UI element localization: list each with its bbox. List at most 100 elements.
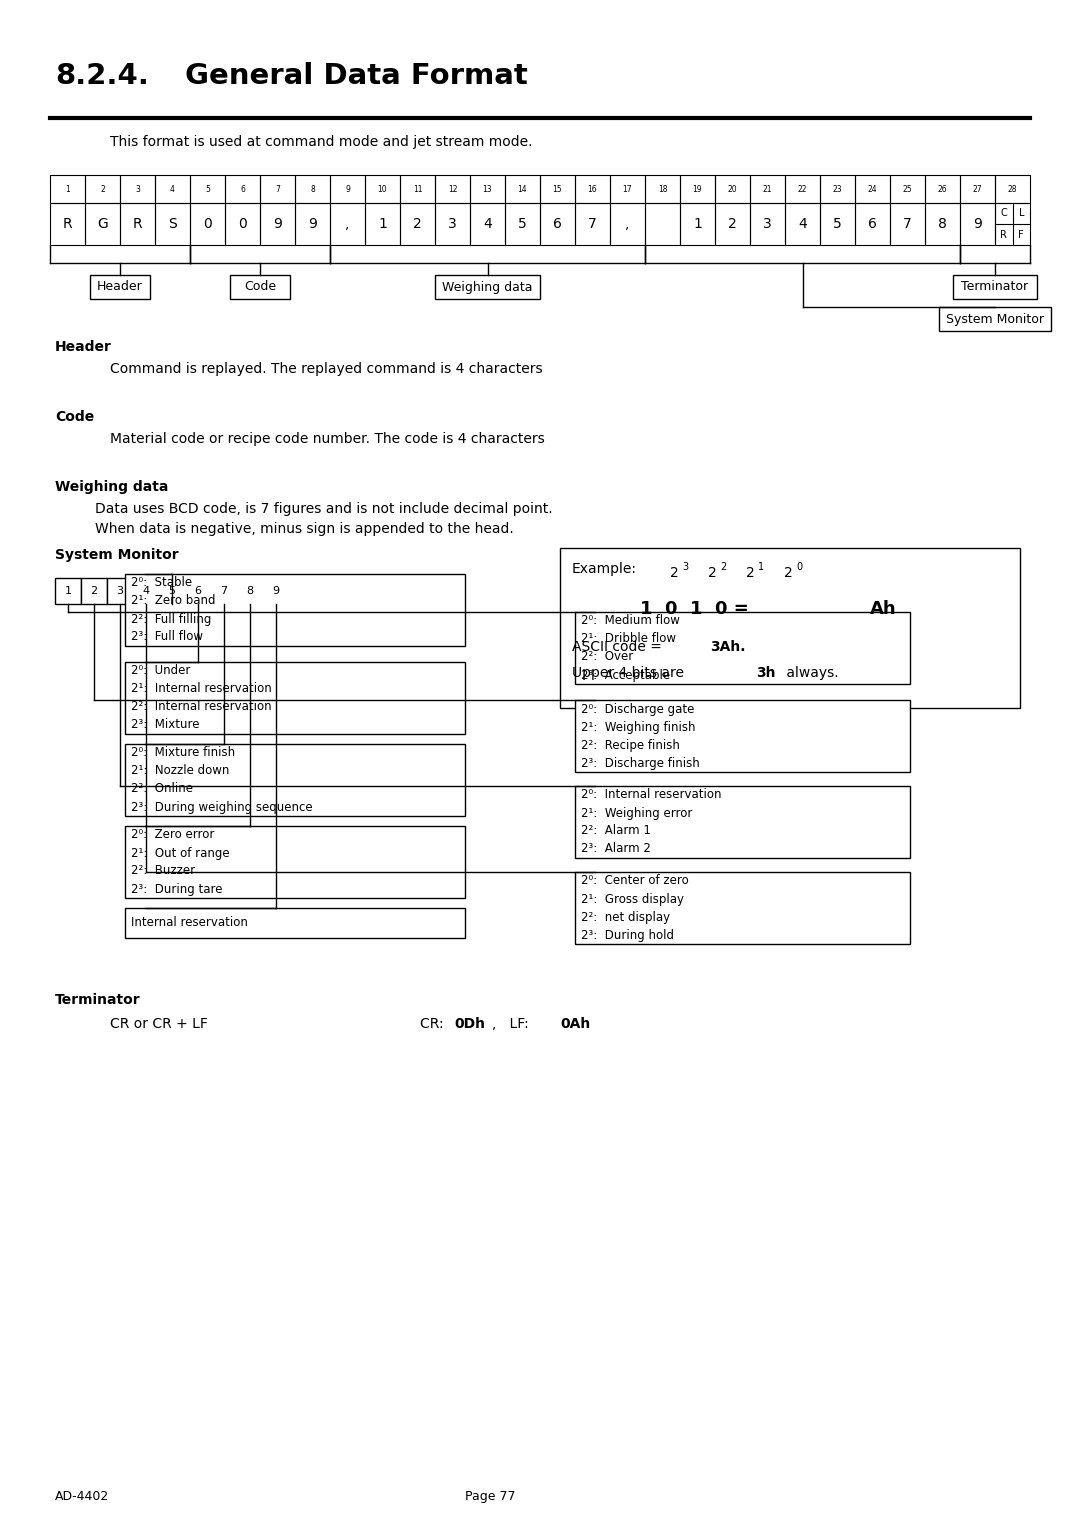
- Text: 3Ah.: 3Ah.: [710, 640, 745, 654]
- Text: 3: 3: [448, 217, 457, 231]
- Bar: [185, 578, 211, 604]
- Text: Page 77: Page 77: [464, 1490, 515, 1504]
- Text: 13: 13: [483, 185, 492, 194]
- Text: 4: 4: [143, 587, 149, 596]
- Bar: [85, 203, 120, 244]
- Text: 2⁰:  Center of zero: 2⁰: Center of zero: [581, 874, 689, 888]
- Text: 2¹:  Nozzle down: 2¹: Nozzle down: [131, 764, 229, 778]
- Text: S: S: [168, 217, 177, 231]
- Text: 0: 0: [203, 217, 212, 231]
- Bar: [610, 176, 645, 203]
- Text: 18: 18: [658, 185, 667, 194]
- Text: C: C: [1000, 208, 1008, 219]
- Text: 2¹:  Internal reservation: 2¹: Internal reservation: [131, 683, 272, 695]
- Bar: [470, 203, 505, 244]
- Text: ,: ,: [346, 217, 350, 231]
- Bar: [156, 203, 190, 244]
- Bar: [295, 203, 330, 244]
- Bar: [924, 203, 960, 244]
- Bar: [133, 578, 159, 604]
- Bar: [939, 307, 1052, 332]
- Bar: [295, 176, 330, 203]
- Text: Command is replayed. The replayed command is 4 characters: Command is replayed. The replayed comman…: [110, 362, 542, 376]
- Text: 12: 12: [448, 185, 457, 194]
- Text: 2³:  Acceptable: 2³: Acceptable: [581, 669, 670, 681]
- Text: Weighing data: Weighing data: [55, 480, 168, 494]
- Bar: [960, 203, 995, 244]
- Text: 11: 11: [413, 185, 422, 194]
- Text: 2²:  Online: 2²: Online: [131, 782, 193, 796]
- Bar: [820, 176, 855, 203]
- Text: Header: Header: [97, 281, 143, 293]
- Text: 0Dh: 0Dh: [454, 1018, 485, 1031]
- Text: 9: 9: [273, 217, 282, 231]
- Bar: [260, 203, 295, 244]
- Text: 0: 0: [796, 562, 802, 571]
- Text: 8: 8: [310, 185, 315, 194]
- Bar: [540, 203, 575, 244]
- Text: 2: 2: [784, 565, 793, 581]
- Bar: [680, 203, 715, 244]
- Text: 2¹:  Zero band: 2¹: Zero band: [131, 594, 216, 608]
- Text: When data is negative, minus sign is appended to the head.: When data is negative, minus sign is app…: [95, 523, 514, 536]
- Text: 4: 4: [798, 217, 807, 231]
- Text: 9: 9: [973, 217, 982, 231]
- Text: 2⁰:  Discharge gate: 2⁰: Discharge gate: [581, 703, 694, 715]
- Text: 2: 2: [91, 587, 97, 596]
- Text: ASCII code =: ASCII code =: [572, 640, 666, 654]
- Bar: [855, 203, 890, 244]
- Bar: [750, 203, 785, 244]
- Bar: [81, 578, 107, 604]
- Text: 10: 10: [378, 185, 388, 194]
- Bar: [330, 176, 365, 203]
- Text: 2⁰:  Zero error: 2⁰: Zero error: [131, 828, 214, 842]
- Text: 2³:  Alarm 2: 2³: Alarm 2: [581, 842, 651, 856]
- Bar: [575, 785, 910, 859]
- Bar: [237, 578, 264, 604]
- Text: General Data Format: General Data Format: [185, 63, 528, 90]
- Bar: [575, 872, 910, 944]
- Bar: [785, 176, 820, 203]
- Text: 2¹:  Gross display: 2¹: Gross display: [581, 892, 684, 906]
- Bar: [715, 203, 750, 244]
- Text: 22: 22: [798, 185, 807, 194]
- Bar: [820, 203, 855, 244]
- Bar: [645, 203, 680, 244]
- Text: 1  0  1  0 =: 1 0 1 0 =: [640, 601, 748, 617]
- Text: CR or CR + LF: CR or CR + LF: [110, 1018, 207, 1031]
- Bar: [125, 662, 465, 733]
- Text: 2²:  Full filling: 2²: Full filling: [131, 613, 212, 625]
- Bar: [55, 578, 81, 604]
- Bar: [190, 176, 225, 203]
- Text: Material code or recipe code number. The code is 4 characters: Material code or recipe code number. The…: [110, 432, 544, 446]
- Text: ,: ,: [625, 217, 630, 231]
- Text: 2⁰:  Medium flow: 2⁰: Medium flow: [581, 614, 680, 628]
- Text: 2³:  Full flow: 2³: Full flow: [131, 631, 203, 643]
- Bar: [750, 176, 785, 203]
- Bar: [435, 203, 470, 244]
- Text: Example:: Example:: [572, 562, 637, 576]
- Text: 2²:  Over: 2²: Over: [581, 651, 633, 663]
- Bar: [645, 176, 680, 203]
- Text: 0: 0: [238, 217, 247, 231]
- Text: 3h: 3h: [756, 666, 775, 680]
- Text: G: G: [97, 217, 108, 231]
- Bar: [505, 176, 540, 203]
- Text: Terminator: Terminator: [55, 993, 140, 1007]
- Text: 2¹:  Out of range: 2¹: Out of range: [131, 847, 230, 859]
- Text: 14: 14: [517, 185, 527, 194]
- Text: 2: 2: [100, 185, 105, 194]
- Text: CR:: CR:: [420, 1018, 448, 1031]
- Bar: [190, 203, 225, 244]
- Text: 5: 5: [833, 217, 842, 231]
- Bar: [995, 203, 1030, 244]
- Bar: [400, 203, 435, 244]
- Text: 23: 23: [833, 185, 842, 194]
- Text: 4: 4: [483, 217, 491, 231]
- Bar: [785, 203, 820, 244]
- Bar: [540, 176, 575, 203]
- Text: 2²:  Buzzer: 2²: Buzzer: [131, 865, 195, 877]
- Bar: [90, 275, 150, 299]
- Text: R: R: [1000, 229, 1008, 240]
- Text: 1: 1: [65, 185, 70, 194]
